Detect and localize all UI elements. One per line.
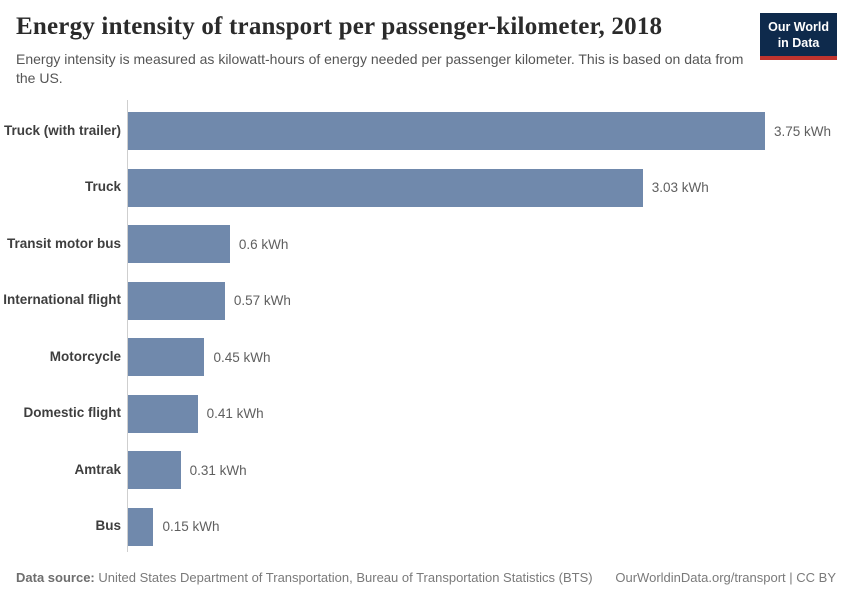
value-label: 0.15 kWh — [162, 519, 220, 535]
value-label: 0.41 kWh — [206, 406, 264, 422]
bar-row: Motorcycle 0.45 kWh — [0, 329, 850, 386]
owid-logo[interactable]: Our World in Data — [760, 13, 837, 60]
category-label: Truck — [84, 179, 121, 195]
bar[interactable] — [128, 281, 225, 320]
bar-row: Domestic flight 0.41 kWh — [0, 386, 850, 443]
value-label: 0.57 kWh — [233, 293, 291, 309]
category-label: International flight — [3, 292, 121, 308]
bar[interactable] — [128, 338, 205, 377]
bar-row: Transit motor bus 0.6 kWh — [0, 216, 850, 273]
category-label: Motorcycle — [49, 348, 121, 364]
chart-footer: Data source: United States Department of… — [16, 570, 836, 585]
category-label: Transit motor bus — [6, 235, 121, 251]
title-block: Energy intensity of transport per passen… — [16, 13, 748, 88]
chart-subtitle: Energy intensity is measured as kilowatt… — [16, 51, 744, 86]
data-source-label: Data source: — [16, 570, 95, 585]
category-label: Amtrak — [74, 461, 121, 477]
bar-chart: Truck (with trailer) 3.75 kWh Truck 3.03 kW… — [0, 100, 850, 557]
bar[interactable] — [128, 112, 765, 151]
bar[interactable] — [128, 507, 154, 546]
value-label: 0.6 kWh — [238, 236, 289, 252]
bar-row: International flight 0.57 kWh — [0, 273, 850, 330]
value-label: 0.31 kWh — [189, 462, 247, 478]
owid-logo-line1: Our World — [768, 20, 829, 34]
category-label: Domestic flight — [23, 405, 121, 421]
bar-row: Bus 0.15 kWh — [0, 499, 850, 556]
bar[interactable] — [128, 225, 230, 264]
value-label: 3.03 kWh — [651, 180, 709, 196]
category-label: Bus — [95, 518, 121, 534]
bar[interactable] — [128, 451, 181, 490]
data-source: Data source: United States Department of… — [16, 570, 593, 585]
y-axis-line — [127, 100, 128, 552]
bar[interactable] — [128, 394, 198, 433]
value-label: 0.45 kWh — [213, 349, 271, 365]
owid-logo-line2: in Data — [777, 36, 820, 50]
bar-row: Truck (with trailer) 3.75 kWh — [0, 103, 850, 160]
chart-header: Energy intensity of transport per passen… — [16, 13, 837, 88]
category-label: Truck (with trailer) — [3, 122, 121, 138]
bar[interactable] — [128, 168, 643, 207]
bar-row: Amtrak 0.31 kWh — [0, 442, 850, 499]
data-source-text: United States Department of Transportati… — [98, 570, 593, 585]
value-label: 3.75 kWh — [774, 123, 832, 139]
page-title: Energy intensity of transport per passen… — [16, 13, 663, 40]
bar-rows: Truck (with trailer) 3.75 kWh Truck 3.03 kW… — [0, 103, 850, 555]
bar-row: Truck 3.03 kWh — [0, 160, 850, 217]
footer-attribution: OurWorldinData.org/transport | CC BY — [615, 570, 836, 585]
